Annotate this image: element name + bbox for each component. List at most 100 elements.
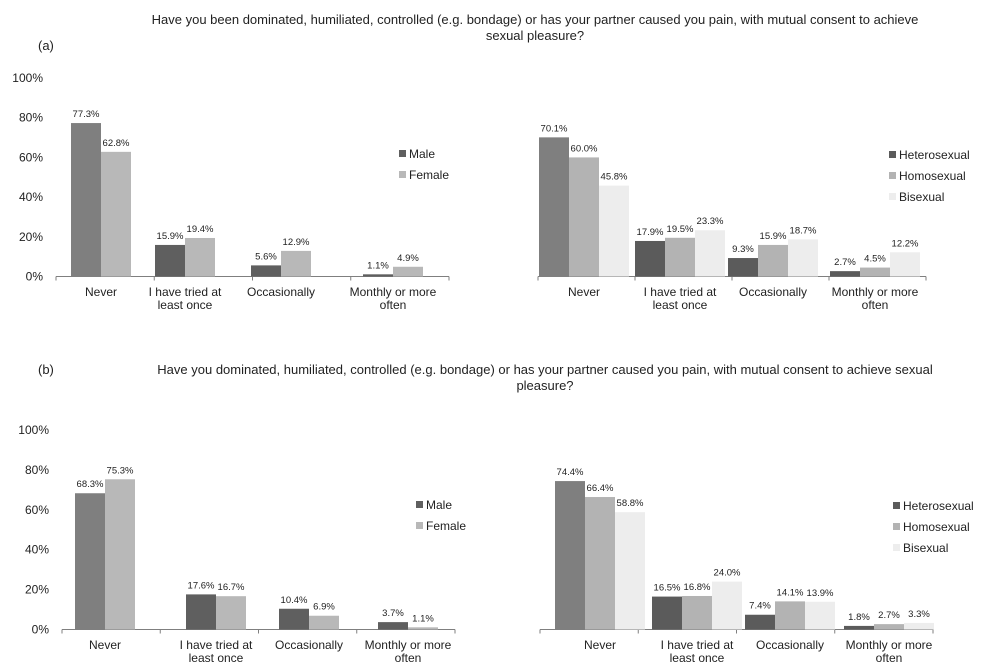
data-label: 3.7% xyxy=(382,608,404,619)
x-category-label: Monthly or more xyxy=(832,285,919,299)
data-label: 58.8% xyxy=(617,498,644,509)
y-tick-label: 20% xyxy=(19,230,43,244)
legend-swatch-heterosexual xyxy=(889,151,896,158)
x-category-label: Occasionally xyxy=(739,285,807,299)
data-label: 60.0% xyxy=(571,143,598,154)
y-tick-label: 40% xyxy=(19,190,43,204)
bar-homosexual xyxy=(775,601,805,630)
data-label: 9.3% xyxy=(732,244,754,255)
legend-swatch-male xyxy=(399,150,406,157)
x-category-label: Monthly or more xyxy=(350,285,437,299)
data-label: 18.7% xyxy=(790,225,817,236)
data-label: 14.1% xyxy=(777,587,804,598)
data-label: 12.9% xyxy=(283,237,310,248)
legend-swatch-female xyxy=(399,171,406,178)
data-label: 15.9% xyxy=(157,231,184,242)
legend-label-bisexual: Bisexual xyxy=(899,190,944,204)
panel-a-label: (a) xyxy=(38,38,54,53)
bar-bisexual xyxy=(615,512,645,630)
bar-bisexual xyxy=(890,252,920,277)
x-category-label: I have tried at xyxy=(644,285,717,299)
data-label: 4.5% xyxy=(864,254,886,265)
bar-bisexual xyxy=(712,581,742,630)
x-category-label: Monthly or more xyxy=(846,638,933,652)
bar-male xyxy=(251,265,281,277)
panel-b-title: Have you dominated, humiliated, controll… xyxy=(157,362,933,393)
legend-swatch-female xyxy=(416,522,423,529)
bar-bisexual xyxy=(805,601,835,630)
bar-heterosexual xyxy=(728,258,758,277)
x-category-label: least once xyxy=(653,298,708,312)
x-category-label: Never xyxy=(584,638,616,652)
data-label: 19.4% xyxy=(187,224,214,235)
legend-label-female: Female xyxy=(426,519,466,533)
panel-a-title: Have you been dominated, humiliated, con… xyxy=(151,12,919,43)
x-category-label: I have tried at xyxy=(180,638,253,652)
x-category-label: often xyxy=(395,651,422,664)
data-label: 66.4% xyxy=(587,483,614,494)
legend-swatch-homosexual xyxy=(889,172,896,179)
x-category-label: least once xyxy=(189,651,244,664)
bar-male xyxy=(186,594,216,630)
bar-bisexual xyxy=(695,230,725,277)
x-category-label: often xyxy=(380,298,407,312)
x-category-label: least once xyxy=(158,298,213,312)
data-label: 16.5% xyxy=(654,583,681,594)
bar-male xyxy=(155,244,185,277)
legend-label-homosexual: Homosexual xyxy=(903,520,970,534)
bar-heterosexual xyxy=(844,625,874,630)
panel-b-label: (b) xyxy=(38,362,54,377)
x-category-label: Occasionally xyxy=(275,638,343,652)
bar-female xyxy=(393,266,423,277)
bar-heterosexual xyxy=(539,137,569,277)
y-tick-label: 80% xyxy=(25,463,49,477)
x-category-label: I have tried at xyxy=(149,285,222,299)
legend-label-bisexual: Bisexual xyxy=(903,541,948,555)
bar-male xyxy=(363,274,393,277)
data-label: 3.3% xyxy=(908,609,930,620)
y-tick-label: 60% xyxy=(25,503,49,517)
bar-heterosexual xyxy=(652,596,682,630)
y-tick-label: 100% xyxy=(18,423,49,437)
bar-homosexual xyxy=(682,595,712,630)
data-label: 62.8% xyxy=(103,138,130,149)
bar-female xyxy=(309,615,339,630)
bar-female xyxy=(281,250,311,277)
data-label: 16.7% xyxy=(218,582,245,593)
bar-female xyxy=(101,151,131,277)
y-tick-label: 100% xyxy=(12,71,43,85)
bar-female xyxy=(105,479,135,630)
x-category-label: Monthly or more xyxy=(365,638,452,652)
y-tick-label: 40% xyxy=(25,543,49,557)
data-label: 19.5% xyxy=(667,224,694,235)
y-tick-label: 60% xyxy=(19,150,43,164)
bar-bisexual xyxy=(904,622,934,630)
x-category-label: Occasionally xyxy=(247,285,315,299)
data-label: 15.9% xyxy=(760,231,787,242)
data-label: 2.7% xyxy=(834,257,856,268)
data-label: 5.6% xyxy=(255,251,277,262)
data-label: 1.1% xyxy=(412,613,434,624)
legend-swatch-bisexual xyxy=(889,193,896,200)
data-label: 7.4% xyxy=(749,601,771,612)
data-label: 23.3% xyxy=(697,216,724,227)
x-category-label: Never xyxy=(568,285,600,299)
bar-homosexual xyxy=(665,237,695,277)
data-label: 17.9% xyxy=(637,227,664,238)
legend-label-male: Male xyxy=(409,147,435,161)
data-label: 12.2% xyxy=(892,238,919,249)
x-category-label: I have tried at xyxy=(661,638,734,652)
legend-label-heterosexual: Heterosexual xyxy=(899,148,970,162)
bar-male xyxy=(378,622,408,630)
data-label: 68.3% xyxy=(77,479,104,490)
chart-panel-a: 0%20%40%60%80%100%77.3%62.8%Never15.9%19… xyxy=(12,71,970,312)
data-label: 13.9% xyxy=(807,588,834,599)
legend-label-heterosexual: Heterosexual xyxy=(903,499,974,513)
y-tick-label: 0% xyxy=(32,623,50,637)
bar-heterosexual xyxy=(555,481,585,630)
data-label: 6.9% xyxy=(313,602,335,613)
data-label: 45.8% xyxy=(601,172,628,183)
bar-homosexual xyxy=(585,497,615,630)
bar-female xyxy=(216,596,246,630)
data-label: 24.0% xyxy=(714,568,741,579)
